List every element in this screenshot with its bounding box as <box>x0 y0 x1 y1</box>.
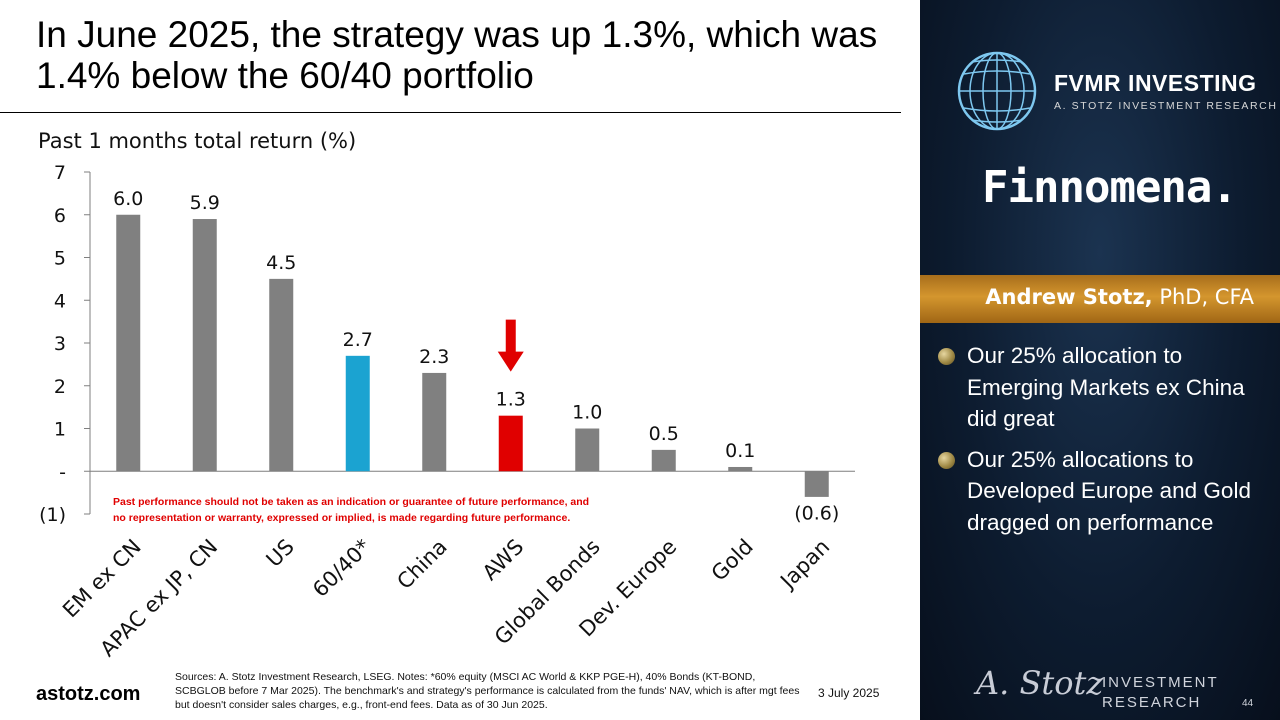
disclaimer-text: no representation or warranty, expressed… <box>113 512 570 524</box>
signature-logo: A. Stotz <box>976 664 1104 702</box>
x-tick-label: China <box>392 535 451 594</box>
slide-date: 3 July 2025 <box>818 686 880 700</box>
bullet-item: Our 25% allocations to Developed Europe … <box>938 444 1268 539</box>
data-label: 6.0 <box>113 188 143 210</box>
disclaimer-text: Past performance should not be taken as … <box>113 496 589 508</box>
x-tick-label: AWS <box>478 535 528 585</box>
x-tick-label: 60/40* <box>308 535 375 602</box>
sources-note: Sources: A. Stotz Investment Research, L… <box>175 671 800 711</box>
down-arrow-icon <box>497 319 524 372</box>
brand-name: FVMR INVESTING <box>1054 70 1257 96</box>
y-tick-label: 2 <box>54 376 66 398</box>
brand-tagline: A. STOTZ INVESTMENT RESEARCH <box>1054 100 1278 112</box>
bar-chart: Past 1 months total return (%) 7 6 5 4 3 2 1 - (… <box>38 129 855 661</box>
bar-aws <box>498 415 523 472</box>
site-url[interactable]: astotz.com <box>36 683 141 705</box>
bar-gold <box>728 466 753 472</box>
data-label: 0.1 <box>725 440 755 462</box>
y-tick-label: (1) <box>39 504 66 526</box>
presenter-bar: Andrew Stotz, PhD, CFA <box>920 275 1280 323</box>
data-label: 1.3 <box>496 389 526 411</box>
x-tick-label: Japan <box>774 535 834 595</box>
bullet-dot-icon <box>938 451 955 469</box>
globe-icon <box>957 51 1037 131</box>
data-label: 1.0 <box>572 402 602 424</box>
bar-japan <box>804 471 829 497</box>
bullet-dot-icon <box>938 348 955 365</box>
bar-60-40 <box>345 355 370 472</box>
y-tick-label: 6 <box>54 205 66 227</box>
bullet-list: Our 25% allocation to Emerging Markets e… <box>938 340 1268 547</box>
bar-china <box>422 372 447 472</box>
data-label: 0.5 <box>649 423 679 445</box>
y-tick-label: 7 <box>54 162 66 184</box>
y-tick-label: 3 <box>54 333 66 355</box>
data-label: 2.3 <box>419 346 449 368</box>
bar-us <box>269 278 294 472</box>
presenter-name: Andrew Stotz, PhD, CFA <box>985 285 1254 309</box>
chart-title: Past 1 months total return (%) <box>38 129 356 153</box>
y-tick-label: 4 <box>54 290 66 312</box>
data-label: (0.6) <box>794 502 839 524</box>
title-divider <box>0 112 901 113</box>
finnomena-logo: Finnomena. <box>982 162 1238 213</box>
page-number: 44 <box>1242 698 1254 709</box>
y-tick-label: 5 <box>54 248 66 270</box>
bar-dev-europe <box>651 449 676 472</box>
footer-logo-line1: INVESTMENT <box>1102 674 1219 691</box>
bar-em-ex-cn <box>116 214 141 472</box>
slide-title: In June 2025, the strategy was up 1.3%, … <box>36 14 878 96</box>
bullet-item: Our 25% allocation to Emerging Markets e… <box>938 340 1268 435</box>
footer-logo-line2: RESEARCH <box>1102 694 1202 711</box>
data-label: 4.5 <box>266 252 296 274</box>
data-label: 5.9 <box>190 192 220 214</box>
right-panel: FVMR INVESTING A. STOTZ INVESTMENT RESEA… <box>920 0 1280 720</box>
bar-apac-ex-jp-cn <box>192 219 217 472</box>
x-tick-label: US <box>262 535 299 572</box>
x-tick-label: Gold <box>707 535 758 586</box>
fvmr-logo <box>956 46 1256 136</box>
bar-global-bonds <box>575 428 600 472</box>
data-label: 2.7 <box>343 329 373 351</box>
y-tick-label: 1 <box>54 419 66 441</box>
y-tick-label: - <box>59 461 66 483</box>
